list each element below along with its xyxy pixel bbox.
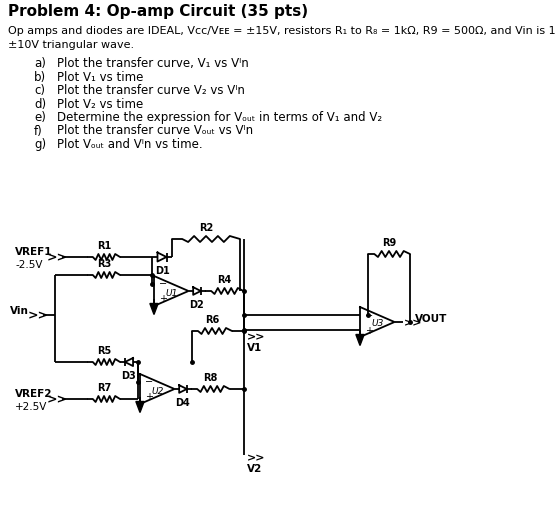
Text: e): e) bbox=[34, 111, 46, 124]
Text: R3: R3 bbox=[97, 259, 111, 269]
Text: VREF2: VREF2 bbox=[15, 388, 53, 398]
Text: D3: D3 bbox=[122, 370, 137, 380]
Text: U3: U3 bbox=[372, 319, 384, 328]
Text: D2: D2 bbox=[190, 299, 204, 310]
Text: Plot V₂ vs time: Plot V₂ vs time bbox=[57, 97, 143, 110]
Text: >>: >> bbox=[47, 251, 68, 264]
Text: R9: R9 bbox=[382, 237, 396, 247]
Text: −: − bbox=[159, 279, 167, 289]
Text: >>: >> bbox=[47, 393, 68, 406]
Text: V1: V1 bbox=[246, 342, 262, 352]
Text: -2.5V: -2.5V bbox=[15, 260, 43, 270]
Text: Op amps and diodes are IDEAL, Vᴄᴄ/Vᴇᴇ = ±15V, resistors R₁ to R₈ = 1kΩ, R9 = 500: Op amps and diodes are IDEAL, Vᴄᴄ/Vᴇᴇ = … bbox=[8, 26, 555, 36]
Text: +: + bbox=[159, 294, 167, 304]
Text: R7: R7 bbox=[97, 382, 111, 392]
Text: g): g) bbox=[34, 138, 46, 150]
Text: +2.5V: +2.5V bbox=[15, 401, 47, 411]
Text: R5: R5 bbox=[97, 345, 111, 356]
Text: −: − bbox=[365, 310, 373, 320]
Text: a): a) bbox=[34, 57, 46, 70]
Text: b): b) bbox=[34, 70, 46, 83]
Polygon shape bbox=[136, 401, 144, 413]
Text: D4: D4 bbox=[175, 397, 190, 407]
Text: >>: >> bbox=[246, 452, 265, 462]
Text: Plot Vₒᵤₜ and Vᴵn vs time.: Plot Vₒᵤₜ and Vᴵn vs time. bbox=[57, 138, 203, 150]
Text: >>: >> bbox=[246, 331, 265, 341]
Polygon shape bbox=[356, 335, 364, 346]
Text: Plot the transfer curve Vₒᵤₜ vs Vᴵn: Plot the transfer curve Vₒᵤₜ vs Vᴵn bbox=[57, 124, 253, 137]
Text: V2: V2 bbox=[246, 463, 262, 473]
Text: Determine the expression for Vₒᵤₜ in terms of V₁ and V₂: Determine the expression for Vₒᵤₜ in ter… bbox=[57, 111, 382, 124]
Text: >>: >> bbox=[28, 309, 49, 322]
Text: R2: R2 bbox=[199, 223, 213, 232]
Text: D1: D1 bbox=[155, 266, 169, 275]
Text: +: + bbox=[365, 325, 373, 335]
Text: +: + bbox=[145, 392, 153, 401]
Text: Plot the transfer curve, V₁ vs Vᴵn: Plot the transfer curve, V₁ vs Vᴵn bbox=[57, 57, 249, 70]
Text: c): c) bbox=[34, 84, 45, 97]
Text: U2: U2 bbox=[152, 386, 164, 395]
Text: R8: R8 bbox=[203, 372, 218, 382]
Text: VREF1: VREF1 bbox=[15, 246, 53, 257]
Text: R4: R4 bbox=[218, 274, 231, 284]
Text: R1: R1 bbox=[97, 240, 111, 250]
Text: >>: >> bbox=[403, 317, 422, 327]
Text: Vin: Vin bbox=[10, 306, 29, 316]
Polygon shape bbox=[150, 304, 158, 315]
Text: −: − bbox=[145, 377, 153, 387]
Text: Plot V₁ vs time: Plot V₁ vs time bbox=[57, 70, 143, 83]
Text: VOUT: VOUT bbox=[415, 314, 447, 323]
Text: Plot the transfer curve V₂ vs Vᴵn: Plot the transfer curve V₂ vs Vᴵn bbox=[57, 84, 245, 97]
Text: d): d) bbox=[34, 97, 46, 110]
Text: R6: R6 bbox=[205, 315, 219, 324]
Text: f): f) bbox=[34, 124, 43, 137]
Text: U1: U1 bbox=[166, 288, 178, 297]
Text: ±10V triangular wave.: ±10V triangular wave. bbox=[8, 40, 134, 50]
Text: Problem 4: Op-amp Circuit (35 pts): Problem 4: Op-amp Circuit (35 pts) bbox=[8, 4, 308, 19]
